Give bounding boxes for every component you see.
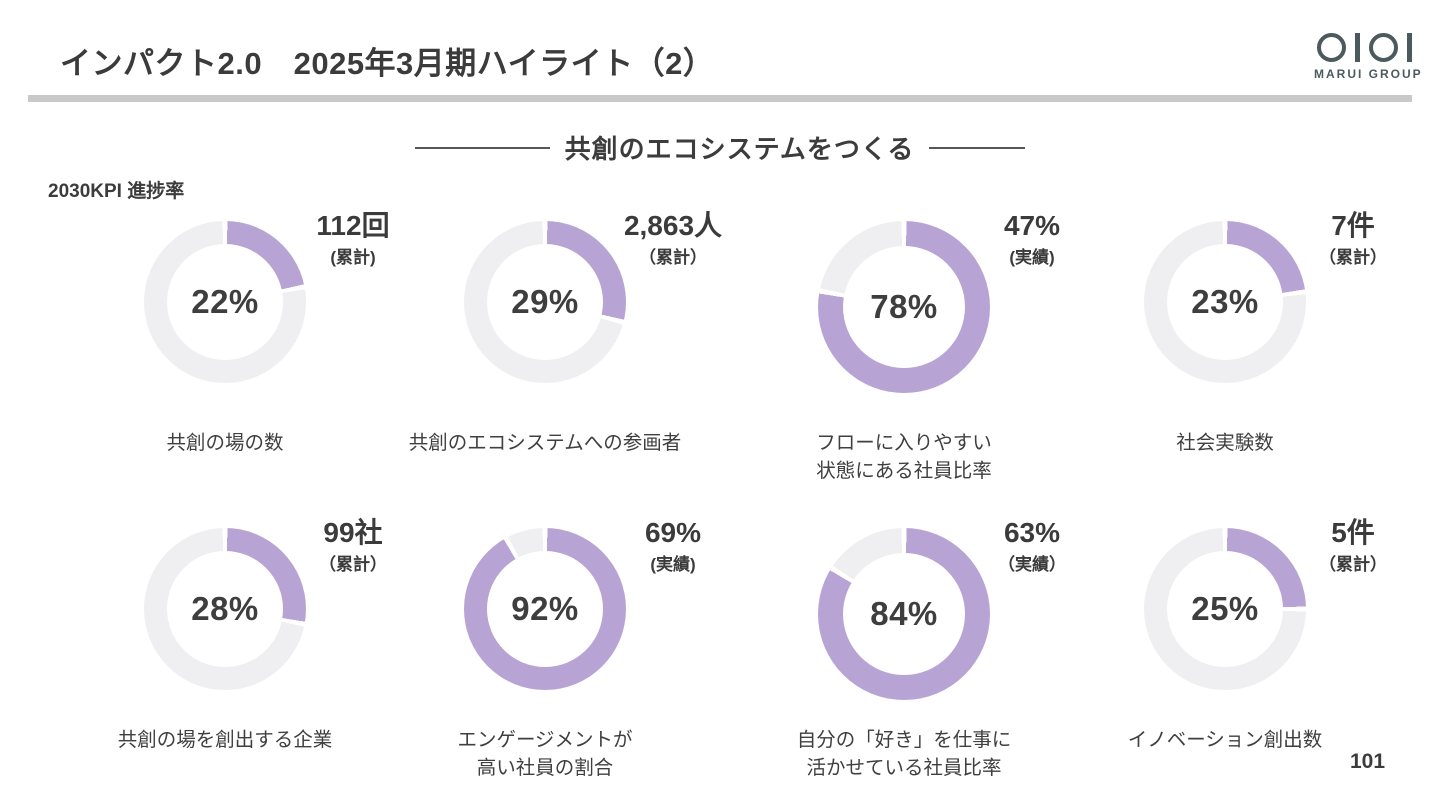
kpi-card-engagement: 92% 69% (実績) エンゲージメントが 高い社員の割合: [390, 512, 725, 808]
section-heading: 共創のエコシステムをつくる: [0, 129, 1440, 166]
kpi-value: 112回: [316, 210, 390, 241]
kpi-value-note: (実績): [650, 555, 696, 574]
kpi-caption-line: 高い社員の割合: [476, 757, 614, 779]
kpi-value: 2,863人: [623, 210, 723, 241]
kpi-caption-line: エンゲージメントが: [457, 729, 633, 751]
kpi-caption: 共創のエコシステムへの参画者: [380, 429, 710, 457]
kpi-card-shakai-jikken: 23% 7件 （累計） 社会実験数: [1075, 205, 1410, 501]
kpi-card-suki-wo-shigoto: 84% 63% （実績） 自分の「好き」を仕事に 活かせている社員比率: [755, 512, 1090, 808]
kpi-value: 69%: [644, 517, 702, 548]
donut-chart: 23%: [1144, 221, 1306, 383]
kpi-value-block: 5件 （累計）: [1278, 516, 1428, 575]
donut-chart: 25%: [1144, 528, 1306, 690]
kpi-caption: イノベーション創出数: [1060, 726, 1390, 754]
kpi-value-block: 7件 （累計）: [1278, 209, 1428, 268]
page-number: 101: [1350, 750, 1386, 773]
kpi-caption: フローに入りやすい 状態にある社員比率: [739, 429, 1069, 485]
donut-chart: 28%: [144, 528, 306, 690]
kpi-value-block: 2,863人 （累計）: [598, 209, 748, 268]
kpi-value: 5件: [1331, 517, 1375, 548]
kpi-caption: 共創の場の数: [60, 429, 390, 457]
kpi-value-note: （累計）: [639, 248, 707, 267]
kpi-value-block: 69% (実績): [598, 516, 748, 575]
heading-left-line: [414, 146, 550, 149]
kpi-value: 47%: [1003, 210, 1061, 241]
kpi-value-block: 47% (実績): [957, 209, 1107, 268]
kpi-card-kyoso-no-ba: 22% 112回 (累計) 共創の場の数: [65, 205, 400, 501]
kpi-caption-line: 共創のエコシステムへの参画者: [408, 432, 682, 454]
kpi-caption-line: フローに入りやすい: [816, 432, 992, 454]
donut-progress-value: 23%: [1191, 283, 1259, 320]
kpi-caption: 共創の場を創出する企業: [60, 726, 390, 754]
page-title: インパクト2.0 2025年3月期ハイライト（2）: [60, 46, 715, 81]
logo-bar-icon: [1354, 32, 1360, 62]
kpi-caption: 社会実験数: [1060, 429, 1390, 457]
kpi-value: 63%: [1003, 517, 1061, 548]
kpi-value-note: （累計）: [319, 555, 387, 574]
kpi-caption-line: 自分の「好き」を仕事に: [796, 729, 1012, 751]
heading-right-line: [929, 146, 1026, 149]
kpi-value-note: (累計): [330, 248, 376, 267]
donut-progress-value: 78%: [870, 288, 938, 325]
kpi-caption-line: 社会実験数: [1176, 432, 1274, 454]
kpi-card-innovation: 25% 5件 （累計） イノベーション創出数: [1075, 512, 1410, 808]
kpi-caption: 自分の「好き」を仕事に 活かせている社員比率: [739, 726, 1069, 782]
kpi-value: 7件: [1331, 210, 1375, 241]
donut-chart: 92%: [464, 528, 626, 690]
kpi-card-ecosystem-sankakusha: 29% 2,863人 （累計） 共創のエコシステムへの参画者: [390, 205, 725, 501]
oioi-logo-icon: [1314, 32, 1414, 62]
logo-bar-icon: [1406, 32, 1412, 62]
donut-progress-value: 84%: [870, 595, 938, 632]
donut-chart: 78%: [818, 221, 990, 393]
donut-chart: 22%: [144, 221, 306, 383]
kpi-card-flow-shain-hiritsu: 78% 47% (実績) フローに入りやすい 状態にある社員比率: [755, 205, 1090, 501]
kpi-value-note: （累計）: [1319, 555, 1387, 574]
kpi-value-note: （実績）: [998, 555, 1066, 574]
donut-progress-value: 92%: [511, 590, 579, 627]
section-heading-text: 共創のエコシステムをつくる: [564, 134, 915, 164]
kpi-caption-line: 状態にある社員比率: [816, 460, 992, 482]
logo-circle-icon: [1316, 32, 1346, 62]
kpi-caption-line: 共創の場の数: [166, 432, 284, 454]
kpi-value-block: 63% （実績）: [957, 516, 1107, 575]
kpi-caption: エンゲージメントが 高い社員の割合: [380, 726, 710, 782]
donut-progress-value: 22%: [191, 283, 259, 320]
kpi-caption-line: 共創の場を創出する企業: [117, 729, 333, 751]
marui-group-logo: MARUI GROUP: [1314, 32, 1423, 81]
kpi-progress-label: 2030KPI 進捗率: [48, 181, 185, 202]
donut-progress-value: 29%: [511, 283, 579, 320]
kpi-value-note: （累計）: [1319, 248, 1387, 267]
kpi-value-note: (実績): [1009, 248, 1055, 267]
logo-circle-icon: [1368, 32, 1398, 62]
kpi-card-kyoso-soshutsu-kigyo: 28% 99社 （累計） 共創の場を創出する企業: [65, 512, 400, 808]
title-divider: [28, 95, 1412, 102]
kpi-value: 99社: [323, 517, 383, 548]
logo-brand-name: MARUI GROUP: [1314, 67, 1423, 81]
kpi-caption-line: 活かせている社員比率: [806, 757, 1002, 779]
donut-progress-value: 28%: [191, 590, 259, 627]
kpi-caption-line: イノベーション創出数: [1127, 729, 1323, 751]
kpi-value-block: 112回 (累計): [278, 209, 428, 268]
donut-chart: 29%: [464, 221, 626, 383]
donut-chart: 84%: [818, 528, 990, 700]
kpi-value-block: 99社 （累計）: [278, 516, 428, 575]
donut-progress-value: 25%: [1191, 590, 1259, 627]
